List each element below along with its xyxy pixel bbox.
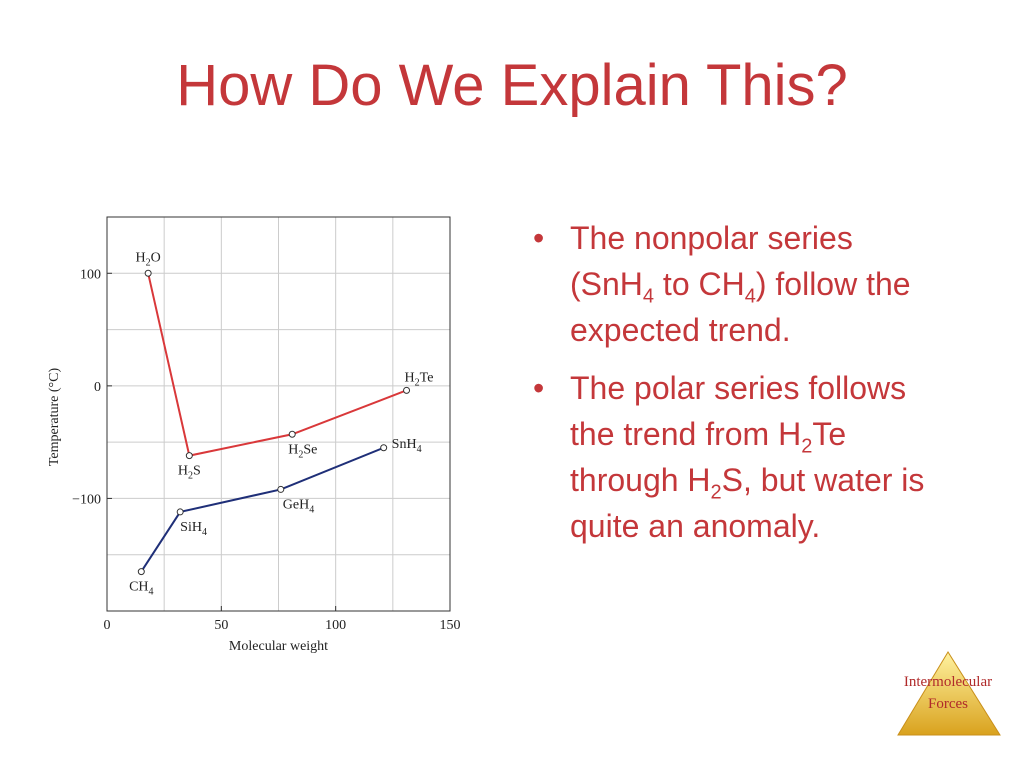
text-run: H <box>288 442 298 457</box>
text-run: Te through H <box>570 416 847 498</box>
series-line <box>140 446 385 573</box>
bullet: The nonpolar series (SnH4 to CH4) follow… <box>533 215 933 353</box>
logo-text: Intermolecular <box>904 674 992 690</box>
point-label: SiH4 <box>180 520 207 538</box>
text-run: Te <box>420 370 434 385</box>
text-run: The nonpolar series (SnH <box>570 220 853 302</box>
x-axis-label: Molecular weight <box>229 639 328 654</box>
point-label: H2Te <box>405 370 434 388</box>
x-tick-label: 0 <box>104 618 111 633</box>
data-point <box>185 452 193 460</box>
slide-title: How Do We Explain This? <box>176 53 848 118</box>
subscript: 4 <box>309 504 314 515</box>
x-tick-label: 50 <box>214 618 228 633</box>
data-point <box>288 430 296 438</box>
subscript: 2 <box>415 377 420 388</box>
data-point <box>144 269 152 277</box>
subscript: 4 <box>417 444 422 455</box>
subscript: 2 <box>298 449 303 460</box>
y-axis-label: Temperature (°C) <box>47 368 62 467</box>
logo-text: Forces <box>928 696 968 712</box>
point-label: GeH4 <box>283 497 314 515</box>
subscript: 2 <box>801 435 813 458</box>
logo-triangle <box>897 651 1001 736</box>
y-tick-label: −100 <box>72 492 101 507</box>
text-run: S <box>193 464 201 479</box>
data-point <box>137 568 145 576</box>
point-label: H2O <box>136 250 161 268</box>
subscript: 4 <box>202 527 207 538</box>
data-point <box>176 508 184 516</box>
y-tick-label: 100 <box>80 267 101 282</box>
data-point <box>403 386 411 394</box>
plot-frame <box>106 216 451 612</box>
x-tick-label: 100 <box>325 618 346 633</box>
text-run: SnH <box>392 437 417 452</box>
text-run: The polar series follows the trend from … <box>570 370 907 452</box>
y-tick-label: 0 <box>94 380 101 395</box>
series-line <box>147 273 407 457</box>
data-point <box>380 444 388 452</box>
bullet-list: The nonpolar series (SnH4 to CH4) follow… <box>533 215 933 561</box>
subscript: 4 <box>149 587 154 598</box>
bullet: The polar series follows the trend from … <box>533 365 933 549</box>
text-run: GeH <box>283 497 309 512</box>
subscript: 4 <box>642 285 655 308</box>
point-label: H2Se <box>288 442 317 460</box>
x-tick-label: 150 <box>440 618 461 633</box>
subscript: 2 <box>188 471 193 482</box>
point-label: SnH4 <box>392 437 422 455</box>
text-run: H <box>178 464 188 479</box>
data-point <box>277 485 285 493</box>
text-run: to CH <box>654 266 745 302</box>
text-run: ) follow the expected trend. <box>570 266 911 348</box>
subscript: 2 <box>146 257 151 268</box>
text-run: CH <box>129 580 148 595</box>
text-run: H <box>405 370 415 385</box>
point-label: H2S <box>178 464 201 482</box>
subscript: 2 <box>710 481 722 504</box>
subscript: 4 <box>744 285 756 308</box>
point-label: CH4 <box>129 580 153 598</box>
text-run: S, but water is quite an anomaly. <box>570 462 925 544</box>
text-run: Se <box>303 442 317 457</box>
text-run: SiH <box>180 520 202 535</box>
text-run: H <box>136 250 146 265</box>
text-run: O <box>151 250 161 265</box>
